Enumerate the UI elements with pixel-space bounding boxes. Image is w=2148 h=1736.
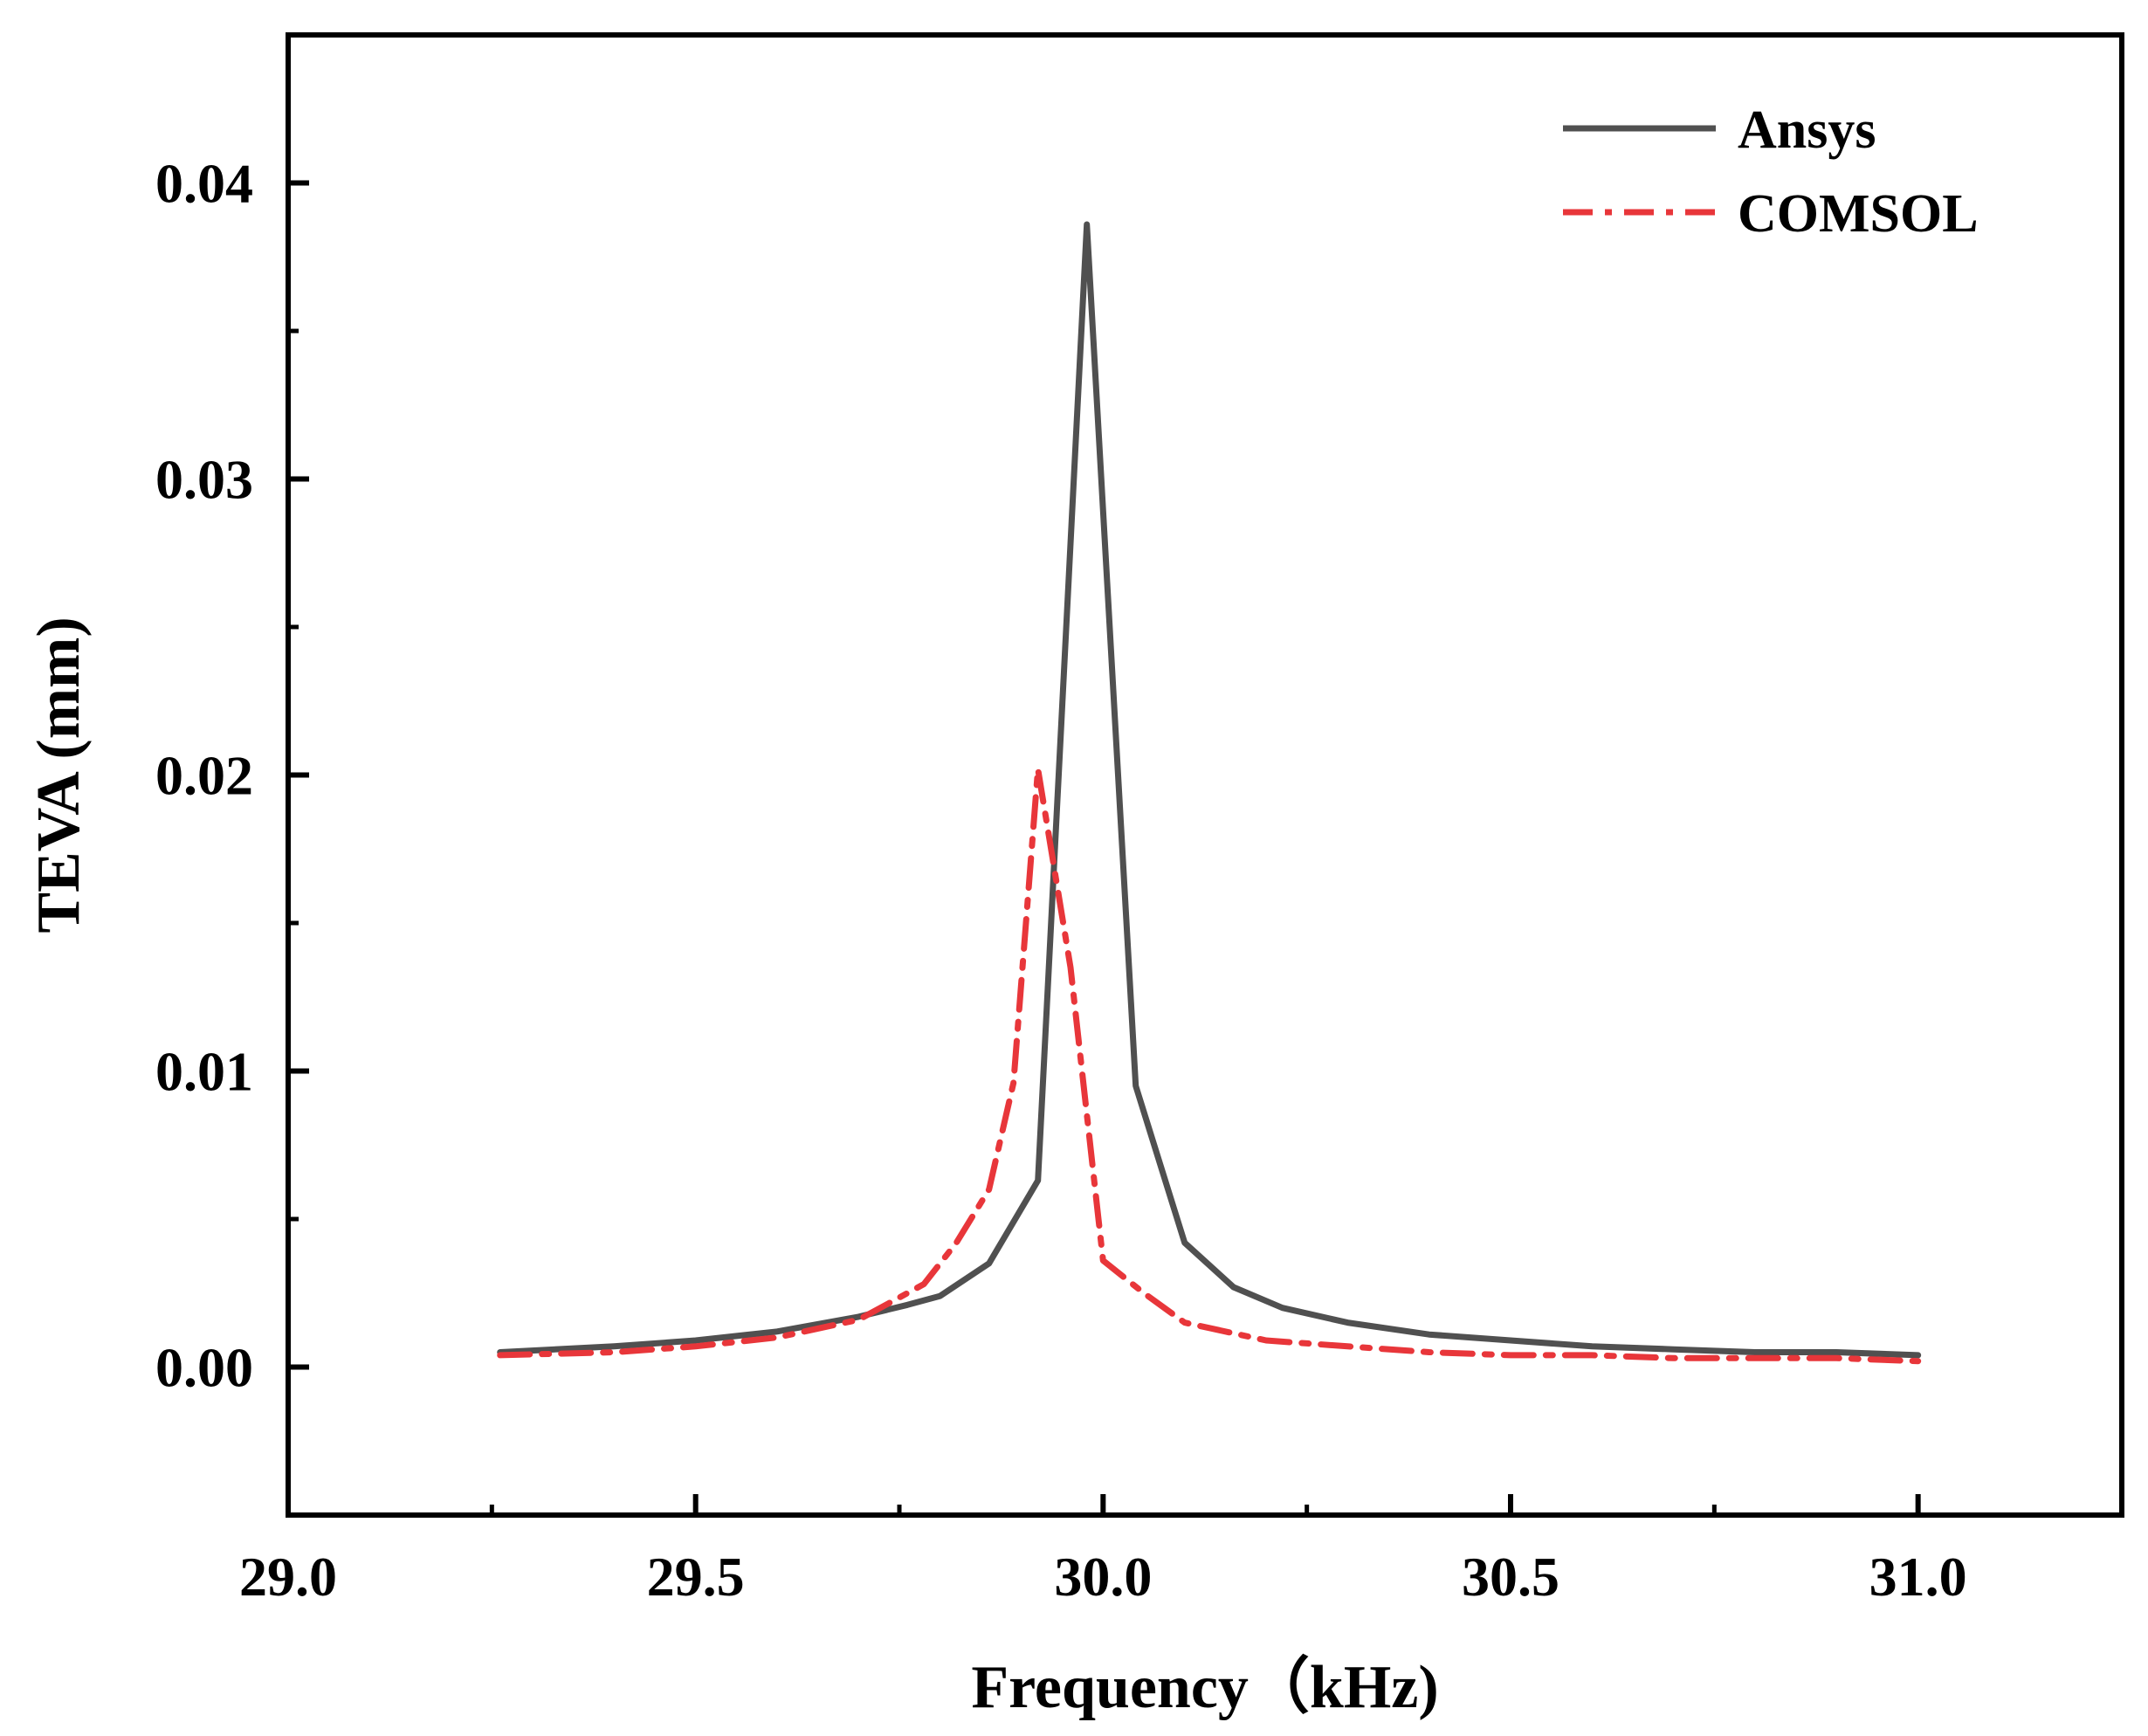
x-tick-label: 30.5 bbox=[1462, 1546, 1559, 1608]
plot-frame bbox=[286, 32, 2124, 1518]
y-tick-label: 0.00 bbox=[155, 1337, 253, 1399]
legend: Ansys COMSOL bbox=[1563, 100, 1979, 244]
y-tick-label: 0.01 bbox=[155, 1041, 253, 1103]
y-tick-label: 0.02 bbox=[155, 745, 253, 807]
x-tick-label: 29.0 bbox=[239, 1546, 337, 1608]
y-axis-title: TEVA (mm) bbox=[25, 617, 93, 933]
series-line-comsol bbox=[497, 766, 1922, 1365]
x-tick-label: 30.0 bbox=[1054, 1546, 1152, 1608]
x-tick-label: 31.0 bbox=[1869, 1546, 1967, 1608]
legend-label-comsol: COMSOL bbox=[1738, 184, 1979, 244]
x-axis-title: Frequency（kHz) bbox=[971, 1653, 1438, 1721]
series-line-ansys bbox=[497, 221, 1922, 1359]
y-tick-label: 0.04 bbox=[155, 153, 253, 215]
x-tick-label: 29.5 bbox=[647, 1546, 745, 1608]
legend-label-ansys: Ansys bbox=[1738, 100, 1876, 160]
y-tick-label: 0.03 bbox=[155, 449, 253, 511]
